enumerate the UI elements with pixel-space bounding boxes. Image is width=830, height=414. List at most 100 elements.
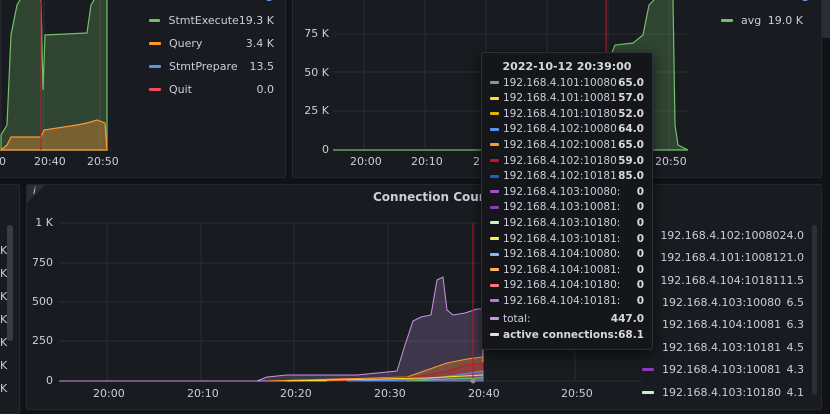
legend-name: StmtPrepare: [169, 59, 238, 73]
tooltip-series-name: 192.168.4.101:10180:: [503, 107, 619, 120]
legend-name: 192.168.4.103:10180: [662, 385, 782, 399]
y-tick: 25 K: [304, 104, 329, 117]
stub-tick: K: [0, 382, 8, 395]
legend-row[interactable]: 192.168.4.103:10180 4.1: [642, 383, 804, 401]
total-area: [59, 276, 484, 382]
legend-value: 24.0: [779, 228, 805, 242]
legend-row[interactable]: 192.168.4.101:10081 21.0: [642, 248, 804, 266]
tooltip-series-value: 65.0: [618, 76, 644, 89]
tooltip-series-name: 192.168.4.103:10081:: [503, 201, 621, 214]
series-color: [490, 317, 499, 320]
tooltip-series-value: 65.0: [618, 138, 644, 151]
top-left-graph: [0, 0, 112, 151]
legend-row[interactable]: avg 19.0 K: [721, 11, 803, 29]
connection-count-panel: i Connection Count ⌄ 1 K 750 500 250 0 2…: [26, 184, 822, 410]
legend-header[interactable]: avg: [251, 0, 273, 2]
legend-row[interactable]: 192.168.4.102:10080 24.0: [642, 226, 804, 244]
tooltip-series-name: total:: [503, 312, 531, 325]
legend-row[interactable]: 192.168.4.103:10081 4.3: [642, 360, 804, 378]
series-color: [490, 299, 499, 303]
legend-name: StmtExecute: [168, 13, 239, 27]
tooltip-row: 192.168.4.103:10180: 0: [490, 215, 644, 230]
tooltip-series-value: 68.1: [618, 328, 644, 341]
tooltip-series-value: 0: [636, 216, 644, 229]
tooltip-series-value: 0: [636, 294, 644, 307]
tooltip-total-row: total: 447.0: [490, 311, 644, 326]
series-color: [490, 283, 499, 287]
panel-edge: [822, 0, 830, 38]
left-stub-panel: K K K K K K K: [0, 184, 20, 414]
legend-name: 192.168.4.104:10181: [660, 273, 780, 287]
series-color: [490, 96, 499, 100]
stub-tick: K: [0, 359, 8, 372]
legend-row[interactable]: 192.168.4.104:10181 11.5: [642, 271, 804, 289]
legend-name: 192.168.4.101:10081: [660, 250, 780, 264]
series-color: [149, 64, 161, 68]
legend-name: avg: [741, 13, 762, 27]
annotation-point[interactable]: [470, 378, 476, 384]
legend-name: 192.168.4.104:10081: [662, 317, 782, 331]
legend-row[interactable]: 192.168.4.104:10081 6.3: [642, 315, 804, 333]
x-tick: 20:20: [280, 387, 312, 400]
tooltip-series-name: 192.168.4.102:10181:: [503, 170, 619, 183]
info-icon[interactable]: i: [33, 186, 36, 197]
legend-value: 0.0: [256, 82, 275, 96]
x-tick: 20:40: [34, 155, 66, 168]
series-color: [490, 81, 499, 84]
legend-value: 6.3: [786, 317, 805, 331]
legend-value: 21.0: [779, 250, 805, 264]
legend-value: 4.5: [786, 340, 805, 354]
legend-row[interactable]: StmtExecute 19.3 K: [149, 11, 274, 29]
scrollbar[interactable]: [7, 225, 13, 341]
tooltip-series-value: 0: [636, 263, 644, 276]
series-color: [490, 221, 499, 225]
legend-row[interactable]: StmtPrepare 13.5: [149, 57, 274, 75]
legend-header[interactable]: avg: [787, 0, 809, 2]
legend-row[interactable]: 192.168.4.103:10080 6.5: [642, 293, 804, 311]
x-tick: 20:00: [350, 155, 382, 168]
tooltip-row: 192.168.4.103:10080: 0: [490, 184, 644, 199]
legend-value: 19.3 K: [238, 13, 274, 27]
tooltip-series-name: 192.168.4.104:10180:: [503, 279, 621, 292]
panel-title-text: Connection Count: [373, 190, 494, 204]
tooltip-series-name: 192.168.4.102:10081:: [503, 138, 619, 151]
series-color: [490, 252, 499, 256]
legend-value: 13.5: [249, 59, 275, 73]
series-color: [490, 205, 499, 209]
x-tick: 20:50: [655, 155, 687, 168]
legend-value: 4.1: [786, 385, 805, 399]
query-area: [0, 119, 108, 151]
tooltip-row: 192.168.4.102:10081: 65.0: [490, 137, 644, 152]
legend-row[interactable]: Quit 0.0: [149, 80, 274, 98]
tooltip-series-name: 192.168.4.103:10181:: [503, 232, 621, 245]
tooltip-timestamp: 2022-10-12 20:39:00: [502, 60, 632, 73]
tooltip-active-row: active connections: 68.1: [490, 327, 644, 342]
tooltip-series-value: 59.0: [618, 154, 644, 167]
tooltip-row: 192.168.4.101:10080: 65.0: [490, 75, 644, 90]
tooltip-row: 192.168.4.102:10181: 85.0: [490, 169, 644, 184]
y-tick: 500: [32, 295, 53, 308]
tooltip-series-name: 192.168.4.104:10181:: [503, 294, 621, 307]
series-color: [149, 87, 161, 91]
tooltip-row: 192.168.4.101:10081: 57.0: [490, 91, 644, 106]
x-tick: 20:40: [468, 387, 500, 400]
legend-scrollbar[interactable]: [812, 225, 817, 395]
series-color: [721, 18, 733, 22]
stmtexecute-area: [0, 0, 108, 151]
tooltip-series-name: 192.168.4.101:10080:: [503, 76, 619, 89]
tooltip-row: 192.168.4.102:10080: 64.0: [490, 122, 644, 137]
series-color: [490, 127, 499, 131]
series-color: [149, 41, 161, 45]
legend-name: Quit: [169, 82, 192, 96]
tooltip-series-name: 192.168.4.102:10180:: [503, 154, 619, 167]
tooltip-series-name: 192.168.4.104:10080:: [503, 248, 621, 261]
stub-tick: K: [0, 267, 8, 280]
x-tick: 20:10: [411, 155, 443, 168]
series-color: [642, 367, 654, 371]
legend-row[interactable]: 192.168.4.103:10181 4.5: [642, 338, 804, 356]
legend-row[interactable]: Query 3.4 K: [149, 34, 274, 52]
info-corner: [27, 185, 45, 203]
tooltip-series-value: 57.0: [618, 92, 644, 105]
x-tick: 20:00: [93, 387, 125, 400]
tooltip-series-name: 192.168.4.102:10080:: [503, 123, 619, 136]
